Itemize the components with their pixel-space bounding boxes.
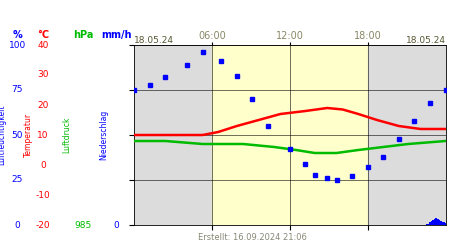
Text: 100: 100 <box>9 40 26 50</box>
Text: 0: 0 <box>40 160 46 170</box>
Text: 50: 50 <box>12 130 23 140</box>
Bar <box>429 222 431 225</box>
Bar <box>368 45 446 225</box>
Text: hPa: hPa <box>73 30 93 40</box>
Text: Temperatur: Temperatur <box>24 113 33 157</box>
Text: °C: °C <box>37 30 49 40</box>
Text: 20: 20 <box>37 100 49 110</box>
Text: -20: -20 <box>36 220 50 230</box>
Text: %: % <box>13 30 22 40</box>
Text: Niederschlag: Niederschlag <box>99 110 108 160</box>
Text: 75: 75 <box>12 86 23 94</box>
Bar <box>431 221 432 225</box>
Text: 0: 0 <box>14 220 20 230</box>
Text: Erstellt: 16.09.2024 21:06: Erstellt: 16.09.2024 21:06 <box>198 234 307 242</box>
Bar <box>435 218 437 225</box>
Bar <box>437 219 439 225</box>
Bar <box>440 221 442 225</box>
Text: mm/h: mm/h <box>101 30 132 40</box>
Bar <box>212 45 368 225</box>
Bar <box>428 224 429 225</box>
Text: 40: 40 <box>37 40 49 50</box>
Text: 985: 985 <box>75 220 92 230</box>
Text: 30: 30 <box>37 70 49 80</box>
Bar <box>441 222 443 225</box>
Bar <box>443 222 445 225</box>
Bar <box>134 45 212 225</box>
Bar <box>426 224 428 225</box>
Text: 25: 25 <box>12 176 23 184</box>
Bar <box>445 223 446 225</box>
Bar <box>432 220 434 225</box>
Text: Luftdruck: Luftdruck <box>63 117 72 153</box>
Text: 10: 10 <box>37 130 49 140</box>
Text: Luftfeuchtigkeit: Luftfeuchtigkeit <box>0 105 6 165</box>
Text: 18.05.24: 18.05.24 <box>405 36 446 45</box>
Text: -10: -10 <box>36 190 50 200</box>
Bar <box>434 219 436 225</box>
Text: 0: 0 <box>114 220 120 230</box>
Bar <box>438 220 440 225</box>
Text: 18.05.24: 18.05.24 <box>134 36 174 45</box>
